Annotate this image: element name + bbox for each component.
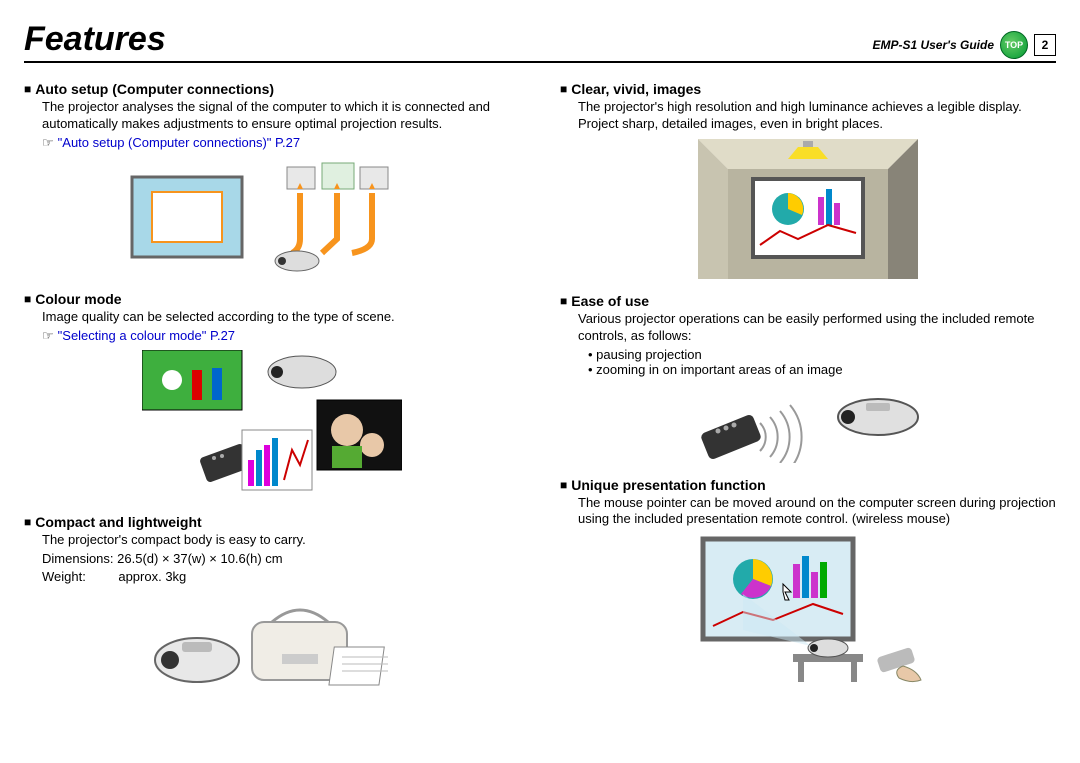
top-badge-icon[interactable]: TOP	[1000, 31, 1028, 59]
bullet-pausing: pausing projection	[588, 347, 1056, 362]
link-auto-setup[interactable]: ☞"Auto setup (Computer connections)" P.2…	[42, 135, 520, 151]
heading-compact: ■ Compact and lightweight	[24, 514, 520, 530]
pointer-icon: ☞	[42, 328, 54, 343]
square-bullet-icon: ■	[24, 292, 29, 306]
heading-unique-presentation: ■ Unique presentation function	[560, 477, 1056, 493]
page-number: 2	[1034, 34, 1056, 56]
header-bar: Features EMP-S1 User's Guide TOP 2	[24, 20, 1056, 63]
illus-unique-presentation	[560, 534, 1056, 684]
square-bullet-icon: ■	[24, 515, 29, 529]
illus-ease-of-use	[560, 383, 1056, 463]
illus-compact	[24, 592, 520, 692]
illus-clear-vivid	[560, 139, 1056, 279]
heading-text: Clear, vivid, images	[571, 81, 701, 97]
body-compact-1: The projector's compact body is easy to …	[42, 532, 520, 549]
heading-text: Unique presentation function	[571, 477, 765, 493]
illus-auto-setup	[24, 157, 520, 277]
right-column: ■ Clear, vivid, images The projector's h…	[560, 73, 1056, 698]
page-title: Features	[24, 20, 166, 59]
heading-text: Auto setup (Computer connections)	[35, 81, 274, 97]
square-bullet-icon: ■	[560, 478, 565, 492]
bullet-zooming: zooming in on important areas of an imag…	[588, 362, 1056, 377]
heading-colour-mode: ■ Colour mode	[24, 291, 520, 307]
heading-text: Ease of use	[571, 293, 649, 309]
body-ease-of-use: Various projector operations can be easi…	[578, 311, 1056, 345]
heading-clear-vivid: ■ Clear, vivid, images	[560, 81, 1056, 97]
heading-text: Compact and lightweight	[35, 514, 201, 530]
link-colour-mode[interactable]: ☞"Selecting a colour mode" P.27	[42, 328, 520, 344]
illus-colour-mode	[24, 350, 520, 500]
body-compact-2: Dimensions: 26.5(d) × 37(w) × 10.6(h) cm	[42, 551, 520, 568]
heading-auto-setup: ■ Auto setup (Computer connections)	[24, 81, 520, 97]
body-colour-mode: Image quality can be selected according …	[42, 309, 520, 326]
body-compact-3: Weight: approx. 3kg	[42, 569, 520, 586]
guide-label: EMP-S1 User's Guide	[872, 38, 994, 52]
body-auto-setup: The projector analyses the signal of the…	[42, 99, 520, 133]
square-bullet-icon: ■	[560, 82, 565, 96]
square-bullet-icon: ■	[560, 294, 565, 308]
body-clear-vivid: The projector's high resolution and high…	[578, 99, 1056, 133]
ease-bullets: pausing projection zooming in on importa…	[588, 347, 1056, 377]
square-bullet-icon: ■	[24, 82, 29, 96]
left-column: ■ Auto setup (Computer connections) The …	[24, 73, 520, 698]
body-unique-presentation: The mouse pointer can be moved around on…	[578, 495, 1056, 529]
pointer-icon: ☞	[42, 135, 54, 150]
heading-text: Colour mode	[35, 291, 121, 307]
heading-ease-of-use: ■ Ease of use	[560, 293, 1056, 309]
